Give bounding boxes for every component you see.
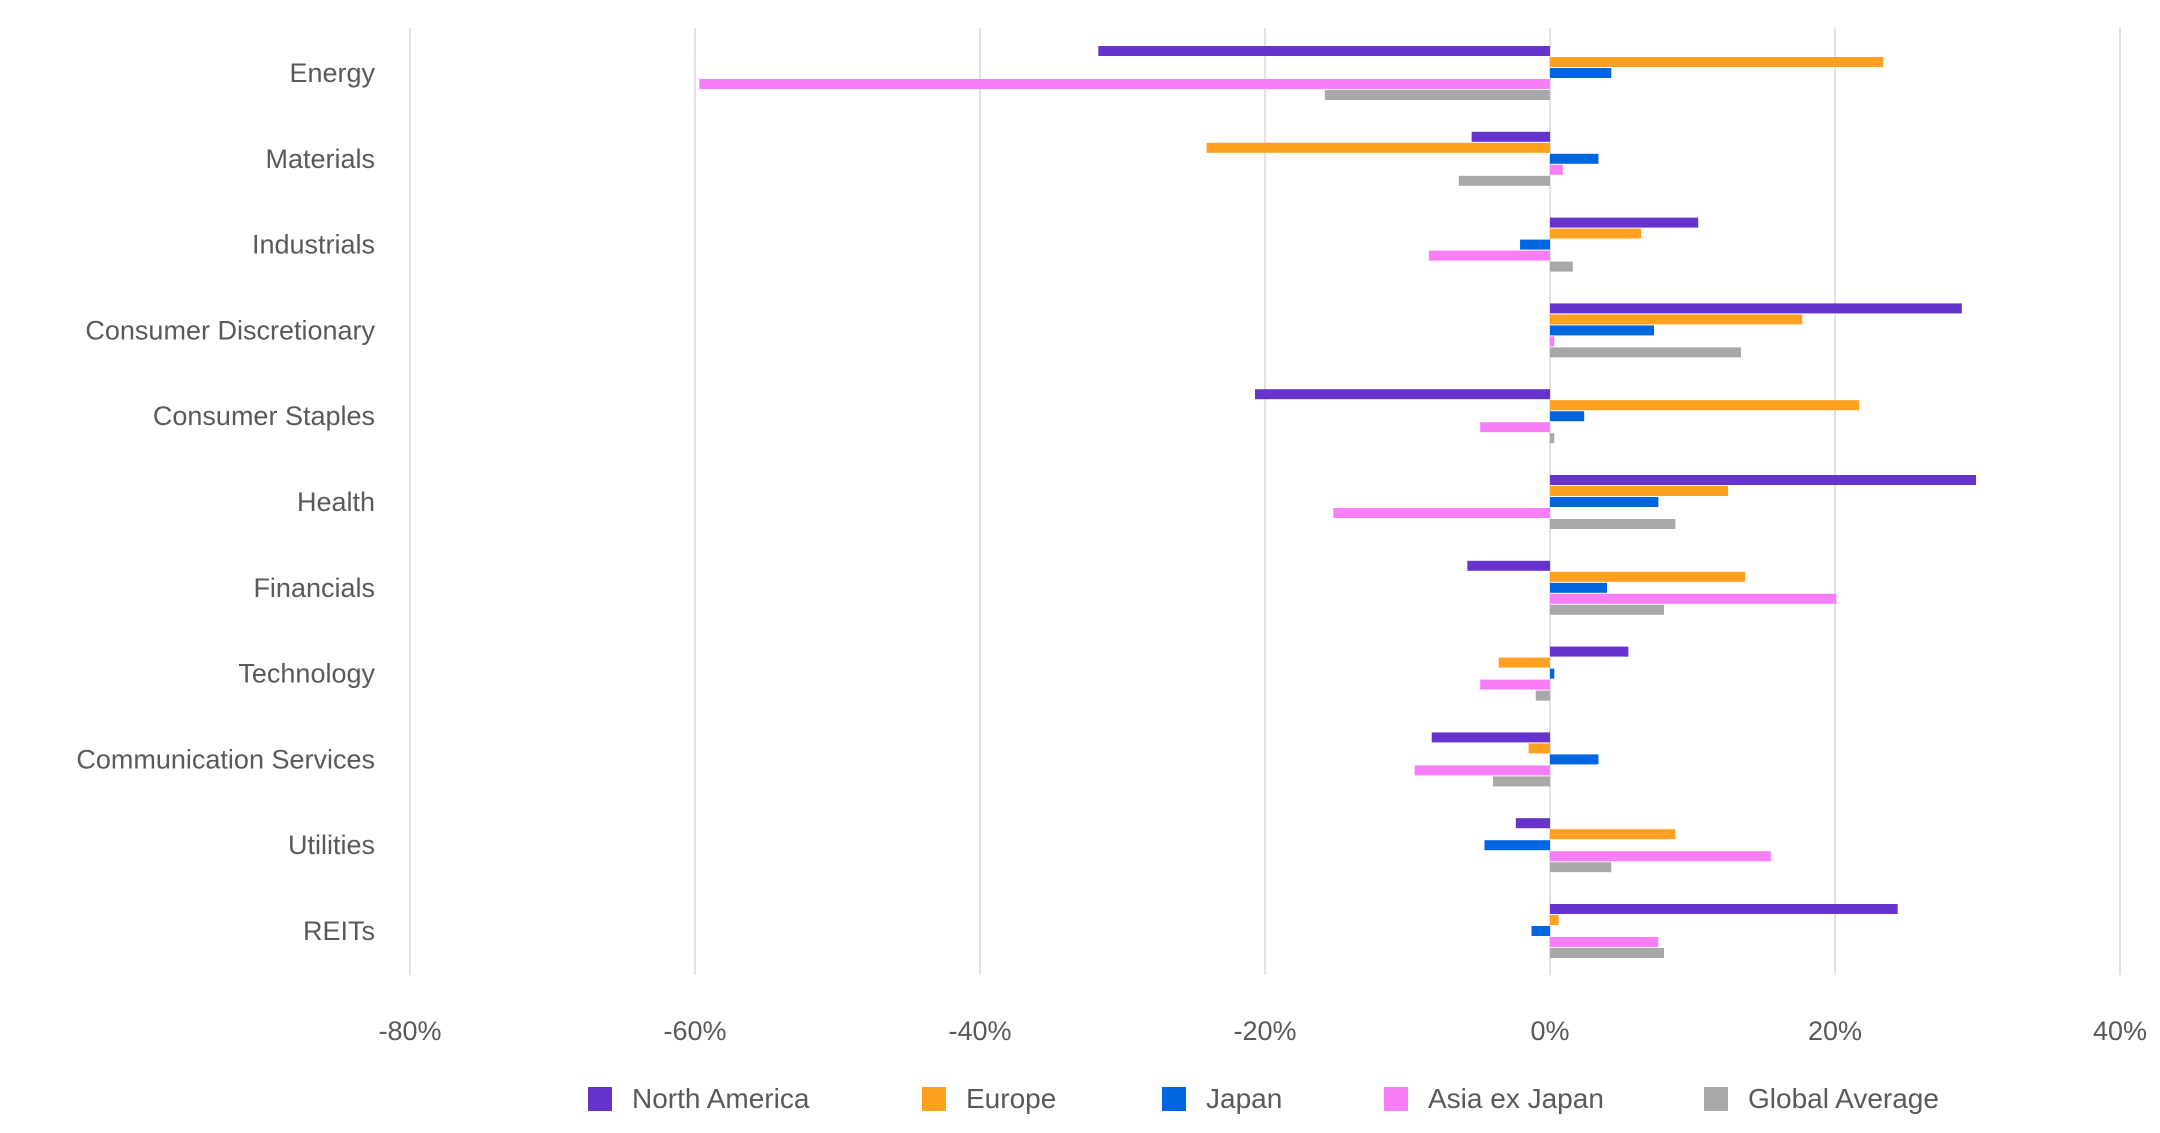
legend-swatch — [1162, 1087, 1186, 1111]
category-label: Health — [297, 487, 375, 517]
bar-japan — [1550, 153, 1599, 164]
bar-asia-ex-japan — [1333, 508, 1550, 518]
category-label: REITs — [303, 916, 375, 946]
bar-japan — [1550, 668, 1555, 679]
bar-global-average — [1493, 776, 1550, 787]
bar-asia-ex-japan — [1550, 851, 1771, 862]
bar-global-average — [1550, 519, 1676, 529]
legend-label: Global Average — [1748, 1083, 1939, 1114]
bar-europe — [1550, 486, 1729, 496]
bar-global-average — [1458, 175, 1550, 186]
bar-asia-ex-japan — [1550, 164, 1563, 175]
legend-label: North America — [632, 1083, 810, 1114]
category-label: Energy — [289, 58, 375, 88]
bar-japan — [1484, 840, 1550, 851]
category-label: Industrials — [252, 230, 375, 260]
bar-japan — [1520, 239, 1550, 250]
category-label: Utilities — [288, 830, 375, 860]
legend: North America Europe Japan Asia ex Japan Glo… — [588, 1083, 1939, 1114]
bar-global-average — [1550, 347, 1741, 358]
x-tick-label: 0% — [1530, 1016, 1569, 1046]
bar-asia-ex-japan — [1550, 937, 1659, 947]
bar-north-america — [1471, 131, 1550, 142]
bar-europe — [1528, 743, 1550, 754]
legend-swatch — [1704, 1087, 1728, 1111]
legend-label: Japan — [1206, 1083, 1282, 1114]
bar-global-average — [1550, 604, 1664, 615]
bar-europe — [1550, 314, 1803, 325]
x-tick-labels: -80% -60% -40% -20% 0% 20% 40% — [378, 1016, 2147, 1046]
bar-japan — [1550, 582, 1607, 593]
bar-europe — [1550, 228, 1642, 239]
category-label: Communication Services — [76, 744, 375, 774]
bar-global-average — [1550, 948, 1664, 958]
x-tick-label: -80% — [378, 1016, 441, 1046]
bar-japan — [1550, 411, 1585, 422]
bar-north-america — [1550, 646, 1629, 657]
bar-japan — [1550, 325, 1655, 336]
legend-swatch — [1384, 1087, 1408, 1111]
bar-asia-ex-japan — [1428, 250, 1550, 261]
category-label: Consumer Discretionary — [85, 315, 375, 345]
bar-japan — [1550, 754, 1599, 765]
bar-europe — [1550, 915, 1559, 925]
bar-japan — [1531, 926, 1550, 936]
bar-global-average — [1550, 261, 1573, 272]
bar-global-average — [1550, 862, 1612, 873]
x-tick-label: -20% — [1233, 1016, 1296, 1046]
bar-north-america — [1550, 303, 1962, 314]
legend-label: Europe — [966, 1083, 1056, 1114]
bar-asia-ex-japan — [1414, 765, 1550, 776]
category-label: Financials — [253, 573, 375, 603]
bar-europe — [1550, 829, 1676, 840]
bar-north-america — [1255, 389, 1550, 400]
bar-japan — [1550, 497, 1659, 507]
category-label: Consumer Staples — [153, 401, 375, 431]
x-tick-label: 20% — [1808, 1016, 1862, 1046]
category-labels: Energy Materials Industrials Consumer Discr… — [76, 58, 375, 946]
bar-north-america — [1550, 475, 1977, 485]
bar-north-america — [1098, 46, 1550, 56]
bar-north-america — [1431, 732, 1550, 743]
bar-asia-ex-japan — [1550, 593, 1837, 604]
bar-global-average — [1324, 90, 1550, 100]
bars — [699, 46, 1977, 958]
bar-europe — [1206, 142, 1550, 153]
bar-asia-ex-japan — [1550, 336, 1555, 347]
bar-europe — [1550, 571, 1746, 582]
bar-north-america — [1467, 560, 1550, 571]
bar-europe — [1498, 657, 1550, 668]
bar-global-average — [1535, 690, 1550, 701]
legend-swatch — [588, 1087, 612, 1111]
bar-north-america — [1550, 904, 1898, 914]
x-tick-label: -60% — [663, 1016, 726, 1046]
bar-north-america — [1550, 217, 1699, 228]
x-tick-label: 40% — [2093, 1016, 2147, 1046]
bar-global-average — [1550, 433, 1555, 444]
bar-north-america — [1515, 818, 1550, 829]
gridlines — [409, 28, 2121, 975]
category-label: Technology — [238, 659, 375, 689]
bar-asia-ex-japan — [1480, 679, 1550, 690]
legend-label: Asia ex Japan — [1428, 1083, 1604, 1114]
bar-asia-ex-japan — [1480, 422, 1550, 433]
legend-swatch — [922, 1087, 946, 1111]
bar-europe — [1550, 57, 1884, 67]
category-label: Materials — [265, 144, 375, 174]
x-tick-label: -40% — [948, 1016, 1011, 1046]
bar-europe — [1550, 400, 1860, 411]
bar-asia-ex-japan — [699, 79, 1550, 89]
bar-japan — [1550, 68, 1612, 78]
